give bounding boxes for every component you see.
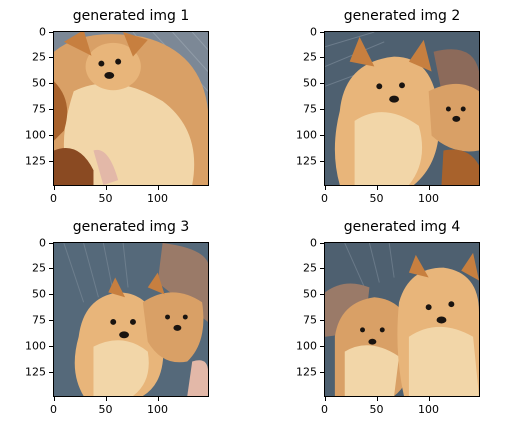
y-tick-mark (320, 83, 324, 84)
y-tick-mark (49, 135, 53, 136)
y-tick-mark (49, 372, 53, 373)
x-tick-label: 100 (147, 403, 169, 416)
x-tick-label: 50 (369, 192, 384, 205)
image-axes (324, 242, 480, 397)
y-tick-mark (320, 32, 324, 33)
x-tick-mark (325, 397, 326, 401)
x-tick-label: 100 (418, 403, 440, 416)
image-axes (53, 31, 209, 186)
dog-image (54, 32, 208, 185)
y-tick-mark (320, 57, 324, 58)
y-tick-mark (320, 243, 324, 244)
y-tick-label: 100 (25, 128, 46, 142)
y-tick-label: 0 (39, 25, 46, 39)
x-tick-mark (106, 186, 107, 190)
y-tick-mark (49, 83, 53, 84)
y-tick-label: 50 (32, 76, 46, 90)
panel-title: generated img 2 (343, 8, 461, 24)
y-tick-mark (49, 161, 53, 162)
dog-image (325, 32, 479, 185)
x-tick-label: 50 (98, 403, 113, 416)
y-tick-label: 0 (39, 236, 46, 250)
x-tick-mark (158, 186, 159, 190)
y-tick-mark (49, 320, 53, 321)
y-tick-label: 0 (310, 236, 317, 250)
y-tick-mark (320, 135, 324, 136)
x-tick-mark (377, 186, 378, 190)
y-tick-label: 75 (303, 102, 317, 116)
x-tick-mark (429, 397, 430, 401)
y-tick-mark (320, 161, 324, 162)
y-tick-label: 50 (303, 76, 317, 90)
x-tick-mark (54, 397, 55, 401)
y-tick-label: 75 (32, 313, 46, 327)
y-tick-mark (49, 109, 53, 110)
y-tick-label: 125 (25, 365, 46, 379)
y-tick-label: 25 (32, 50, 46, 64)
y-tick-label: 25 (32, 261, 46, 275)
y-tick-mark (49, 268, 53, 269)
y-tick-mark (49, 57, 53, 58)
x-tick-label: 0 (321, 403, 329, 416)
x-tick-mark (429, 186, 430, 190)
x-tick-label: 50 (98, 192, 113, 205)
y-tick-mark (49, 243, 53, 244)
y-tick-mark (320, 294, 324, 295)
y-tick-label: 75 (32, 102, 46, 116)
dog-image (54, 243, 208, 396)
x-tick-mark (377, 397, 378, 401)
x-tick-mark (54, 186, 55, 190)
y-tick-label: 100 (296, 339, 317, 353)
y-tick-mark (320, 372, 324, 373)
y-tick-label: 25 (303, 261, 317, 275)
x-tick-label: 0 (50, 403, 58, 416)
y-tick-mark (49, 294, 53, 295)
y-tick-label: 50 (303, 287, 317, 301)
x-tick-label: 100 (147, 192, 169, 205)
panel-title: generated img 1 (72, 8, 190, 24)
x-tick-label: 0 (50, 192, 58, 205)
y-tick-label: 125 (25, 154, 46, 168)
y-tick-label: 125 (296, 365, 317, 379)
x-tick-mark (158, 397, 159, 401)
panel-title: generated img 3 (72, 219, 190, 235)
y-tick-label: 75 (303, 313, 317, 327)
y-tick-label: 125 (296, 154, 317, 168)
image-axes (324, 31, 480, 186)
y-tick-mark (49, 346, 53, 347)
x-tick-label: 0 (321, 192, 329, 205)
y-tick-mark (49, 32, 53, 33)
y-tick-label: 25 (303, 50, 317, 64)
y-tick-mark (320, 346, 324, 347)
dog-image (325, 243, 479, 396)
y-tick-label: 100 (25, 339, 46, 353)
x-tick-label: 50 (369, 403, 384, 416)
image-axes (53, 242, 209, 397)
x-tick-mark (325, 186, 326, 190)
y-tick-mark (320, 268, 324, 269)
x-tick-label: 100 (418, 192, 440, 205)
y-tick-mark (320, 109, 324, 110)
x-tick-mark (106, 397, 107, 401)
y-tick-label: 0 (310, 25, 317, 39)
y-tick-label: 100 (296, 128, 317, 142)
y-tick-mark (320, 320, 324, 321)
y-tick-label: 50 (32, 287, 46, 301)
panel-title: generated img 4 (343, 219, 461, 235)
